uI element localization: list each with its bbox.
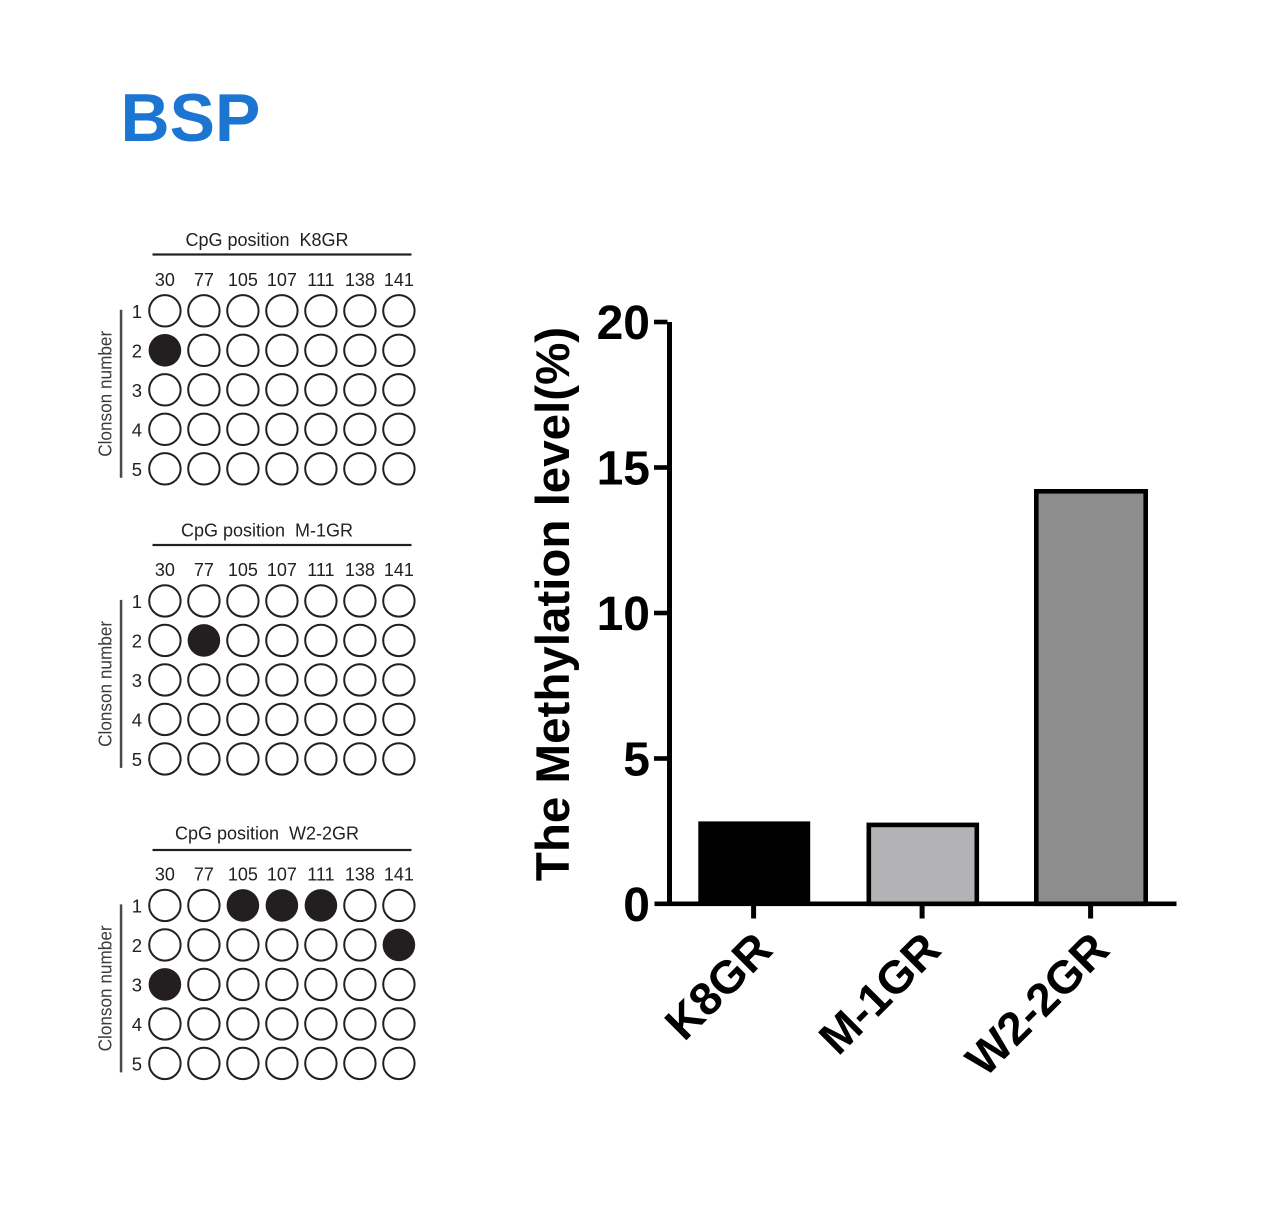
svg-text:77: 77 — [194, 865, 214, 885]
svg-text:CpG position K8GR: CpG position K8GR — [185, 230, 348, 250]
svg-text:Clonson number: Clonson number — [95, 621, 116, 747]
svg-text:4: 4 — [132, 419, 142, 440]
svg-text:107: 107 — [267, 560, 297, 580]
svg-text:2: 2 — [132, 935, 142, 956]
svg-text:CpG position M-1GR: CpG position M-1GR — [181, 521, 353, 541]
svg-text:1: 1 — [132, 895, 142, 916]
svg-text:111: 111 — [307, 865, 334, 885]
svg-text:10: 10 — [597, 588, 650, 641]
svg-text:107: 107 — [267, 270, 297, 290]
svg-text:107: 107 — [267, 865, 297, 885]
svg-text:5: 5 — [132, 1053, 142, 1074]
svg-text:4: 4 — [132, 709, 142, 730]
svg-text:141: 141 — [384, 270, 414, 290]
svg-text:138: 138 — [345, 560, 375, 580]
svg-text:5: 5 — [623, 733, 650, 786]
svg-text:141: 141 — [384, 560, 414, 580]
svg-text:105: 105 — [228, 560, 258, 580]
svg-text:2: 2 — [132, 630, 142, 651]
svg-text:105: 105 — [228, 865, 258, 885]
svg-text:3: 3 — [132, 380, 142, 401]
svg-text:0: 0 — [623, 879, 650, 932]
svg-text:15: 15 — [597, 442, 650, 495]
svg-text:5: 5 — [132, 459, 142, 480]
svg-text:141: 141 — [384, 865, 414, 885]
svg-text:77: 77 — [194, 270, 214, 290]
svg-text:3: 3 — [132, 974, 142, 995]
svg-text:20: 20 — [597, 297, 650, 350]
svg-text:BSP: BSP — [121, 80, 261, 156]
svg-text:111: 111 — [307, 560, 334, 580]
svg-text:30: 30 — [155, 560, 175, 580]
svg-text:138: 138 — [345, 270, 375, 290]
svg-text:105: 105 — [228, 270, 258, 290]
svg-text:4: 4 — [132, 1014, 142, 1035]
svg-text:1: 1 — [132, 591, 142, 612]
svg-text:Clonson number: Clonson number — [95, 331, 116, 457]
svg-text:The Methylation level(%): The Methylation level(%) — [527, 327, 580, 881]
svg-text:111: 111 — [307, 270, 334, 290]
svg-text:1: 1 — [132, 301, 142, 322]
svg-text:30: 30 — [155, 865, 175, 885]
svg-text:30: 30 — [155, 270, 175, 290]
svg-text:3: 3 — [132, 670, 142, 691]
svg-text:CpG position W2-2GR: CpG position W2-2GR — [175, 824, 359, 844]
svg-text:Clonson number: Clonson number — [95, 925, 116, 1051]
svg-text:77: 77 — [194, 560, 214, 580]
svg-text:138: 138 — [345, 865, 375, 885]
svg-text:5: 5 — [132, 749, 142, 770]
svg-text:2: 2 — [132, 340, 142, 361]
